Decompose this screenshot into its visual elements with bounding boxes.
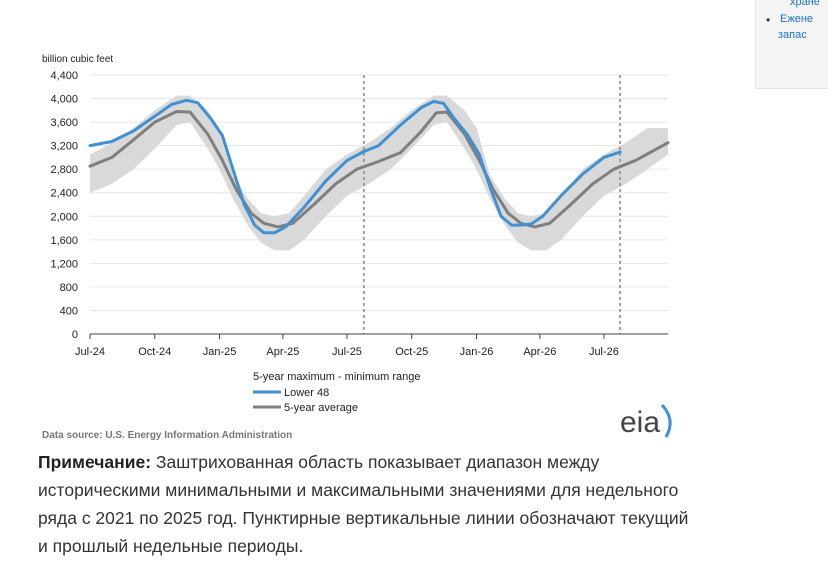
note-label: Примечание: bbox=[38, 452, 152, 472]
x-tick-label: Jul-26 bbox=[589, 346, 619, 358]
chart-range-band bbox=[90, 95, 668, 251]
related-link-storage[interactable]: хране bbox=[790, 0, 820, 8]
related-links-panel: хране • Ежене запас bbox=[755, 0, 828, 89]
y-tick-label: 4,400 bbox=[50, 70, 78, 82]
eia-logo-swoosh-icon bbox=[660, 403, 672, 438]
legend-range-label: 5-year maximum - minimum range bbox=[253, 371, 420, 383]
chart-series bbox=[88, 98, 670, 235]
y-tick-label: 2,800 bbox=[50, 164, 78, 176]
x-tick-label: Jan-25 bbox=[203, 346, 237, 358]
eia-logo: eia bbox=[620, 403, 672, 439]
y-axis-label: billion cubic feet bbox=[42, 54, 113, 65]
y-tick-label: 0 bbox=[72, 329, 78, 341]
x-tick-label: Oct-24 bbox=[138, 346, 171, 358]
y-tick-label: 1,600 bbox=[50, 235, 78, 247]
y-tick-label: 4,000 bbox=[50, 94, 78, 106]
chart-note: Примечание: Заштрихованная область показ… bbox=[38, 448, 698, 560]
data-source-text: Data source: U.S. Energy Information Adm… bbox=[42, 430, 292, 441]
chart-axes: 0 400 800 1,200 1,600 2,000 2,400 2,800 3,200 3,6… bbox=[50, 70, 668, 358]
related-link-stocks[interactable]: запас bbox=[778, 29, 807, 41]
legend-lower48-label: Lower 48 bbox=[284, 387, 329, 399]
series-line-lower-48 bbox=[88, 98, 622, 235]
y-tick-label: 3,600 bbox=[50, 117, 78, 129]
x-tick-label: Jul-25 bbox=[332, 346, 362, 358]
y-tick-label: 400 bbox=[60, 305, 78, 317]
bullet-icon: • bbox=[766, 13, 771, 27]
legend-average-label: 5-year average bbox=[284, 402, 358, 414]
x-tick-label: Apr-25 bbox=[266, 346, 299, 358]
x-tick-label: Jul-24 bbox=[75, 346, 105, 358]
storage-chart: billion cubic feet 0 400 800 1,200 1,600 2,00… bbox=[42, 54, 672, 441]
x-tick-label: Jan-26 bbox=[460, 346, 494, 358]
related-link-weekly[interactable]: Ежене bbox=[780, 13, 814, 25]
note-text: Заштрихованная область показывает диапаз… bbox=[38, 452, 689, 556]
series-line-5yr-average bbox=[88, 110, 670, 229]
range-band-area bbox=[90, 95, 668, 251]
x-tick-label: Oct-25 bbox=[395, 346, 428, 358]
x-tick-label: Apr-26 bbox=[523, 346, 556, 358]
y-tick-label: 800 bbox=[60, 282, 78, 294]
y-tick-label: 2,000 bbox=[50, 211, 78, 223]
y-tick-label: 2,400 bbox=[50, 188, 78, 200]
eia-logo-text: eia bbox=[620, 406, 660, 439]
chart-legend: 5-year maximum - minimum range Lower 48 … bbox=[253, 371, 420, 414]
y-tick-label: 3,200 bbox=[50, 141, 78, 153]
current-week-lines bbox=[363, 75, 621, 334]
y-tick-label: 1,200 bbox=[50, 258, 78, 270]
